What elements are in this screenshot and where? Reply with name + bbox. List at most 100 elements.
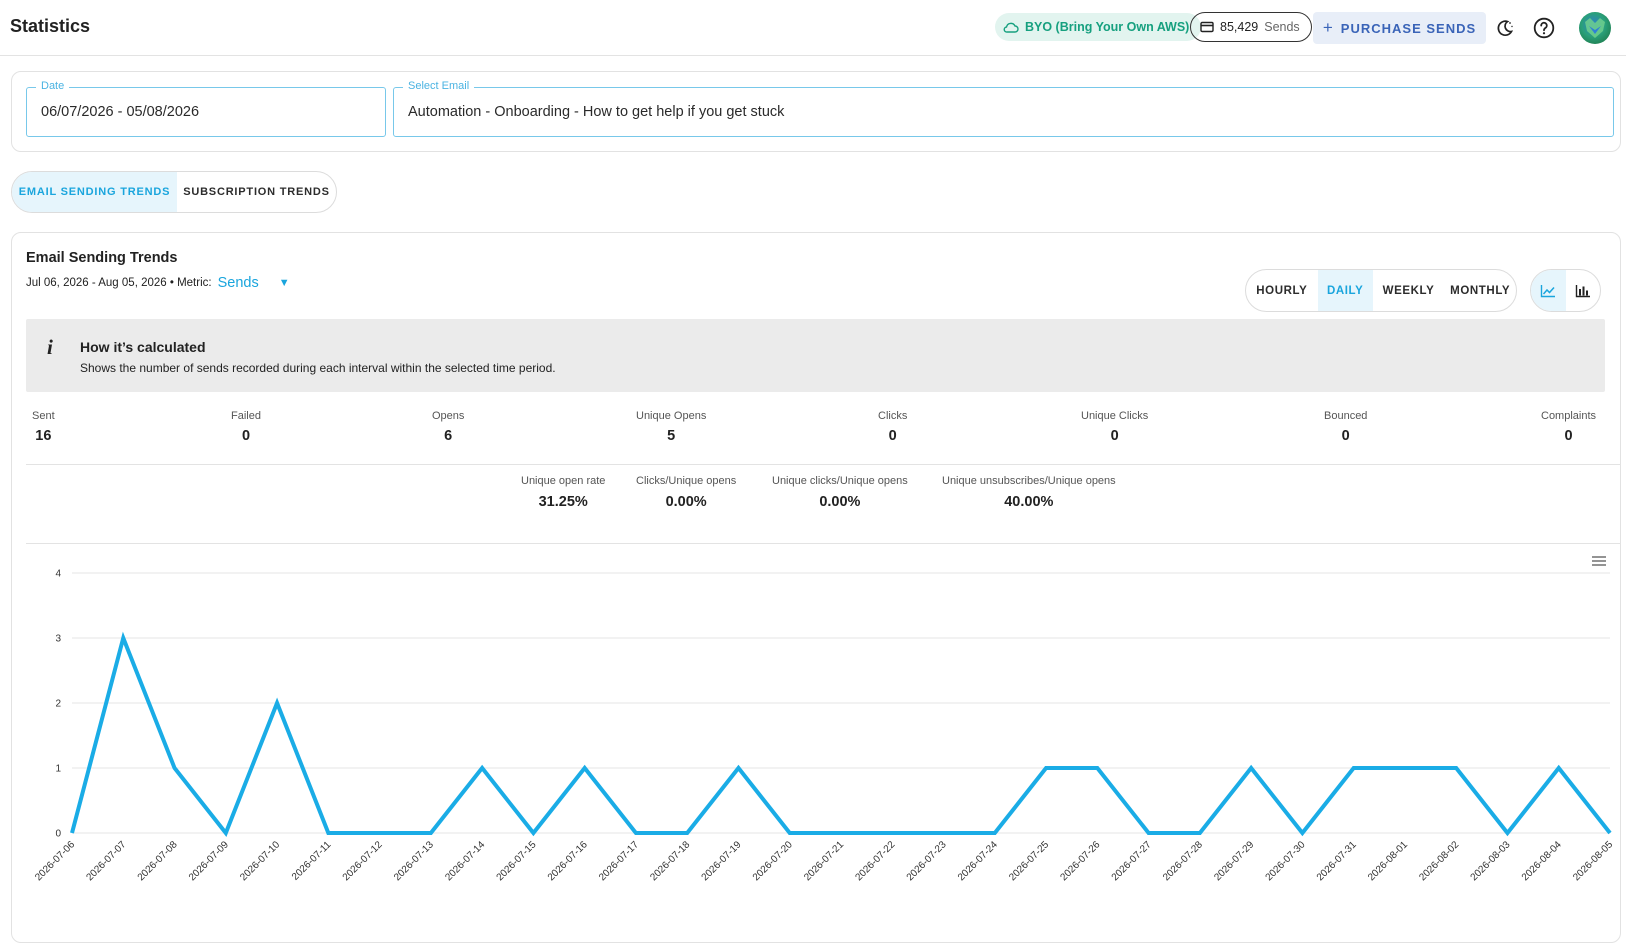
help-button[interactable] bbox=[1532, 16, 1556, 40]
stat-sent: Sent 16 bbox=[32, 410, 55, 444]
chart-view-toggle bbox=[1530, 269, 1601, 312]
rates-divider bbox=[26, 543, 1621, 544]
help-icon bbox=[1533, 17, 1555, 39]
sends-count: 85,429 bbox=[1220, 20, 1259, 34]
user-avatar[interactable] bbox=[1579, 12, 1611, 44]
x-tick-label: 2026-07-18 bbox=[648, 839, 692, 883]
x-tick-label: 2026-07-29 bbox=[1212, 839, 1256, 883]
rate-label: Clicks/Unique opens bbox=[636, 475, 737, 487]
purchase-sends-button[interactable]: + PURCHASE SENDS bbox=[1313, 12, 1486, 44]
stat-value: 0 bbox=[888, 428, 897, 444]
stat-label: Unique Opens bbox=[636, 410, 707, 422]
bar-view-button[interactable] bbox=[1566, 270, 1601, 311]
x-tick-label: 2026-07-20 bbox=[751, 839, 795, 883]
calculation-info-box: i How it’s calculated Shows the number o… bbox=[26, 319, 1605, 392]
x-tick-label: 2026-07-25 bbox=[1007, 839, 1051, 883]
x-tick-label: 2026-07-09 bbox=[187, 839, 231, 883]
interval-monthly[interactable]: MONTHLY bbox=[1450, 284, 1511, 297]
selected-email-value: Automation - Onboarding - How to get hel… bbox=[408, 104, 785, 120]
x-tick-label: 2026-08-05 bbox=[1571, 839, 1615, 883]
x-tick-label: 2026-07-28 bbox=[1161, 839, 1205, 883]
cloud-icon bbox=[1003, 22, 1019, 33]
stat-clicks: Clicks 0 bbox=[878, 410, 907, 444]
x-tick-label: 2026-07-07 bbox=[84, 839, 128, 883]
x-tick-label: 2026-07-31 bbox=[1315, 839, 1359, 883]
y-tick-label: 0 bbox=[55, 829, 61, 840]
x-tick-label: 2026-07-21 bbox=[802, 839, 846, 883]
chart-menu-button[interactable] bbox=[1591, 554, 1607, 572]
interval-weekly[interactable]: WEEKLY bbox=[1382, 284, 1435, 297]
info-description: Shows the number of sends recorded durin… bbox=[80, 361, 556, 375]
sends-balance-chip[interactable]: 85,429 Sends bbox=[1190, 12, 1312, 42]
stat-label: Bounced bbox=[1324, 410, 1368, 422]
stat-bounced: Bounced 0 bbox=[1324, 410, 1367, 444]
line-chart-icon bbox=[1541, 284, 1556, 297]
plus-icon: + bbox=[1322, 18, 1333, 37]
x-tick-label: 2026-07-08 bbox=[136, 839, 180, 883]
x-tick-label: 2026-07-12 bbox=[341, 839, 385, 883]
stat-value: 0 bbox=[1341, 428, 1350, 444]
interval-daily[interactable]: DAILY bbox=[1317, 270, 1373, 311]
y-tick-label: 1 bbox=[55, 764, 61, 775]
date-field-label: Date bbox=[36, 80, 70, 92]
rate-value: 40.00% bbox=[1004, 494, 1054, 510]
y-tick-label: 2 bbox=[55, 699, 61, 710]
moon-icon bbox=[1497, 20, 1514, 36]
tab-email-sending-trends[interactable]: EMAIL SENDING TRENDS bbox=[12, 172, 177, 212]
stat-value: 0 bbox=[1564, 428, 1573, 444]
filters-card: Date 06/07/2026 - 05/08/2026 Select Emai… bbox=[11, 71, 1621, 152]
stat-failed: Failed 0 bbox=[231, 410, 261, 444]
line-view-button[interactable] bbox=[1531, 270, 1566, 311]
stat-label: Complaints bbox=[1541, 410, 1597, 422]
rate-clicks-unique-opens: Clicks/Unique opens 0.00% bbox=[636, 475, 736, 510]
x-tick-label: 2026-07-26 bbox=[1059, 839, 1103, 883]
x-tick-label: 2026-08-01 bbox=[1366, 839, 1410, 883]
stat-label: Unique Clicks bbox=[1081, 410, 1149, 422]
interval-selector: HOURLY DAILY WEEKLY MONTHLY bbox=[1245, 269, 1517, 312]
caret-down-icon[interactable]: ▼ bbox=[278, 277, 290, 289]
stat-unique-clicks: Unique Clicks 0 bbox=[1081, 410, 1148, 444]
x-tick-label: 2026-07-11 bbox=[290, 839, 334, 883]
bar-chart-icon bbox=[1575, 284, 1590, 297]
byo-chip[interactable]: BYO (Bring Your Own AWS) bbox=[995, 13, 1202, 41]
stat-value: 0 bbox=[1110, 428, 1119, 444]
trends-subtitle: Jul 06, 2026 - Aug 05, 2026 • Metric: Se… bbox=[26, 275, 290, 291]
stat-value: 0 bbox=[241, 428, 251, 444]
x-tick-label: 2026-07-10 bbox=[238, 839, 282, 883]
y-tick-label: 4 bbox=[55, 569, 61, 580]
y-tick-label: 3 bbox=[55, 634, 61, 645]
x-tick-label: 2026-07-30 bbox=[1264, 839, 1308, 883]
series-line bbox=[70, 631, 1612, 837]
stat-complaints: Complaints 0 bbox=[1541, 410, 1596, 444]
rate-label: Unique open rate bbox=[521, 475, 606, 487]
rate-label: Unique clicks/Unique opens bbox=[772, 475, 908, 487]
stat-label: Failed bbox=[231, 410, 261, 422]
x-tick-label: 2026-07-16 bbox=[546, 839, 590, 883]
stat-value: 16 bbox=[35, 428, 52, 444]
stat-label: Sent bbox=[32, 410, 55, 422]
byo-label: BYO (Bring Your Own AWS) bbox=[1025, 20, 1190, 34]
rate-value: 31.25% bbox=[538, 494, 588, 510]
rate-unique-clicks-unique-opens: Unique clicks/Unique opens 0.00% bbox=[772, 475, 908, 510]
purchase-sends-label: PURCHASE SENDS bbox=[1340, 20, 1477, 36]
interval-hourly[interactable]: HOURLY bbox=[1256, 284, 1308, 297]
rate-label: Unique unsubscribes/Unique opens bbox=[942, 475, 1116, 487]
rate-unique-open-rate: Unique open rate 31.25% bbox=[521, 475, 605, 510]
hamburger-menu-icon bbox=[1592, 556, 1606, 566]
x-tick-label: 2026-07-23 bbox=[905, 839, 949, 883]
tab-subscription-trends[interactable]: SUBSCRIPTION TRENDS bbox=[183, 186, 330, 198]
avatar-mascot-icon bbox=[1585, 18, 1605, 38]
x-tick-label: 2026-07-27 bbox=[1110, 839, 1154, 883]
select-email-field[interactable]: Select Email Automation - Onboarding - H… bbox=[393, 80, 1614, 137]
rate-value: 0.00% bbox=[665, 494, 707, 510]
trends-tabs: EMAIL SENDING TRENDS SUBSCRIPTION TRENDS bbox=[11, 171, 337, 213]
dark-mode-toggle[interactable] bbox=[1493, 16, 1517, 40]
stat-opens: Opens 6 bbox=[432, 410, 464, 444]
info-icon: i bbox=[47, 335, 53, 359]
metric-select[interactable]: Sends bbox=[217, 275, 259, 291]
x-tick-label: 2026-07-17 bbox=[597, 839, 641, 883]
stat-unique-opens: Unique Opens 5 bbox=[636, 410, 706, 444]
x-tick-label: 2026-07-14 bbox=[443, 839, 487, 883]
date-range-field[interactable]: Date 06/07/2026 - 05/08/2026 bbox=[26, 80, 386, 137]
